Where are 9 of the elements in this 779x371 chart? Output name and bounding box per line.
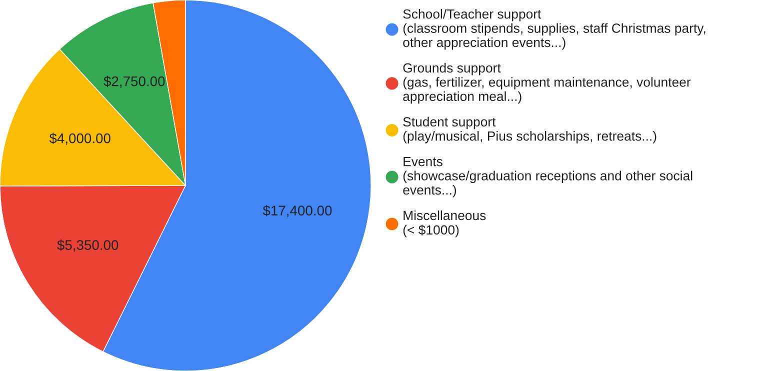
data-label: $5,350.00	[57, 240, 118, 252]
legend-label: School/Teacher support (classroom stipends, supplies, staff Christmas party, other appreciation events...)	[403, 8, 706, 50]
data-label: $2,750.00	[104, 76, 165, 88]
data-label: $4,000.00	[49, 132, 110, 145]
legend-label: Miscellaneous (< $1000)	[403, 210, 486, 238]
legend-label: Events (showcase/graduation receptions and other social events...)	[403, 157, 692, 198]
data-label: $17,400.00	[262, 205, 332, 218]
legend-label: Student support (play/musical, Pius scholarships, retreats...)	[403, 116, 656, 144]
legend-label: Grounds support (gas, fertilizer, equipment maintenance, volunteer appreciation meal...)	[403, 62, 691, 104]
